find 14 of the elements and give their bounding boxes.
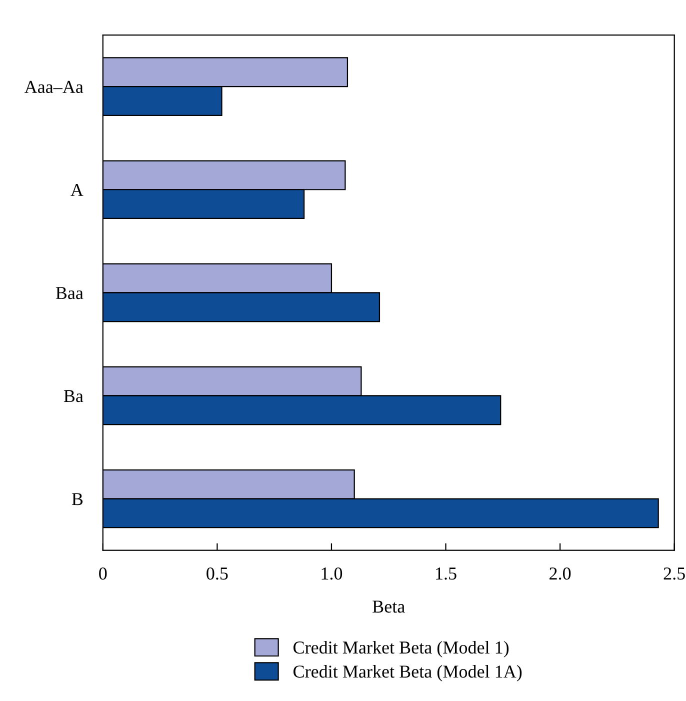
y-tick-label: Aaa–Aa [24,80,84,94]
legend-label: Credit Market Beta (Model 1A) [293,665,522,682]
y-tick-label: Baa [56,287,84,300]
x-axis-title: Beta [372,600,405,613]
x-tick-label: 0 [99,567,107,580]
text: 2.0 [550,567,571,580]
x-tick-label: 2.5 [664,568,685,580]
text: 1.0 [322,567,342,580]
x-tick-label: 1.5 [436,568,456,580]
y-tick-label: Ba [64,390,84,402]
legend-label: Credit Market Beta (Model 1) [293,640,509,658]
x-tick-label: 0.5 [206,567,228,580]
y-tick-label: A [70,184,84,196]
y-tick-label: B [72,493,83,506]
